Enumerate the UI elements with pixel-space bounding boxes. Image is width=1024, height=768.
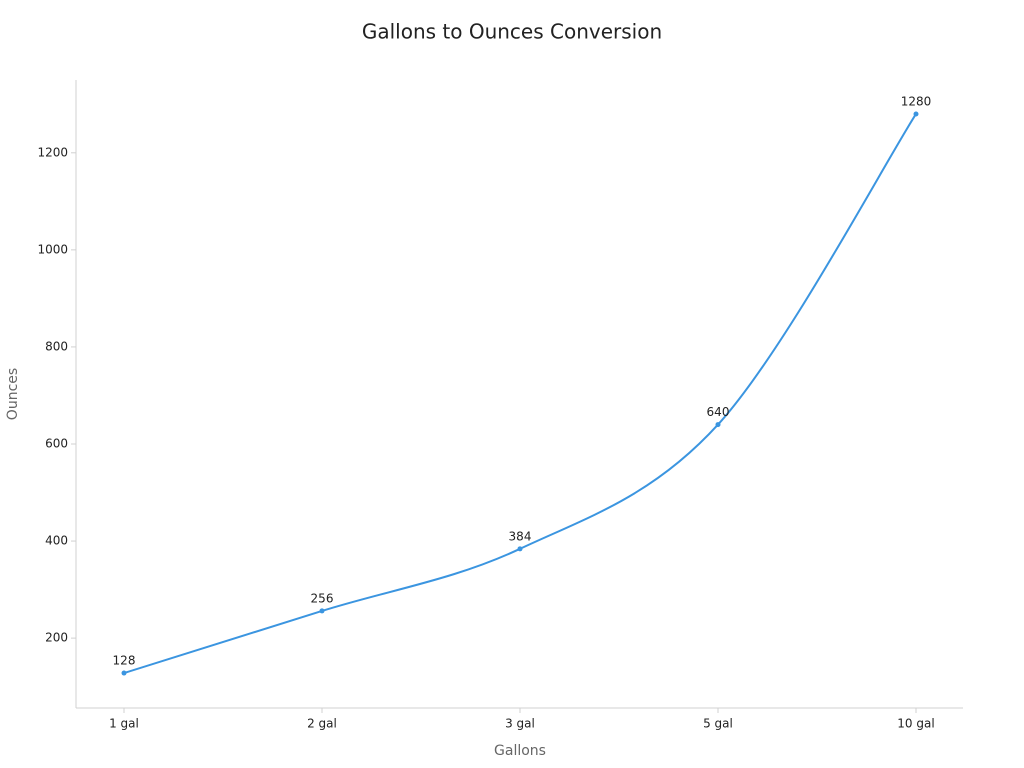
line: [123, 113, 917, 675]
point: [121, 670, 127, 676]
x-axis-label: Gallons: [494, 743, 546, 759]
point: [517, 546, 523, 552]
y-tick-label: 1000: [37, 242, 68, 256]
y-tick-label: 200: [45, 631, 68, 645]
point: [715, 422, 721, 428]
x-tick-label: 1 gal: [109, 717, 139, 731]
data-label: 1280: [901, 94, 932, 108]
y-tick-label: 800: [45, 339, 68, 353]
data-label: 128: [113, 654, 136, 668]
data-label: 384: [509, 529, 532, 543]
y-tick-label: 400: [45, 534, 68, 548]
y-tick-label: 1200: [37, 145, 68, 159]
x-tick-label: 5 gal: [703, 717, 733, 731]
x-tick-label: 2 gal: [307, 717, 337, 731]
point: [913, 111, 919, 117]
data-label: 256: [311, 591, 334, 605]
y-tick-label: 600: [45, 436, 68, 450]
point: [319, 608, 325, 614]
y-axis-label: Ounces: [5, 368, 21, 420]
data-label: 640: [707, 405, 730, 419]
x-tick-label: 10 gal: [897, 717, 934, 731]
x-tick-label: 3 gal: [505, 717, 535, 731]
chart-title: Gallons to Ounces Conversion: [362, 20, 662, 44]
